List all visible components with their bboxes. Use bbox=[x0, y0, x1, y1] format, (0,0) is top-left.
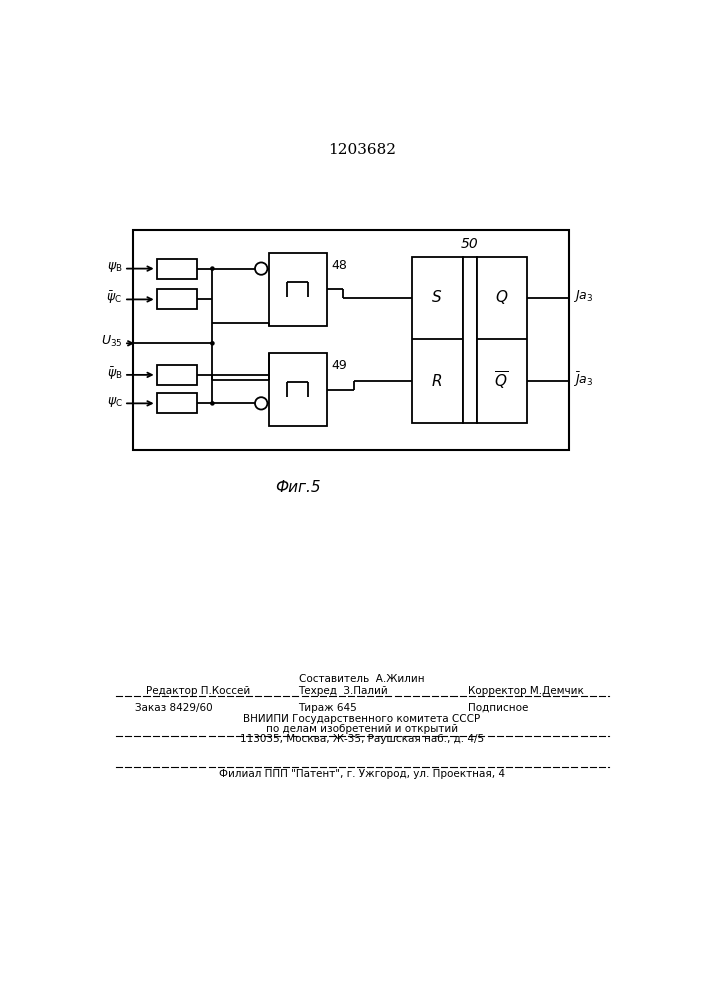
Bar bbox=[156, 289, 197, 309]
Bar bbox=[156, 365, 197, 385]
Bar bbox=[462, 257, 477, 423]
Bar bbox=[134, 230, 569, 450]
Text: $Ja_3$: $Ja_3$ bbox=[573, 288, 593, 304]
Text: 113035, Москва, Ж-35, Раушская наб., д. 4/5: 113035, Москва, Ж-35, Раушская наб., д. … bbox=[240, 734, 484, 744]
Text: $\psi_{\rm B}$: $\psi_{\rm B}$ bbox=[107, 260, 122, 274]
Text: 48: 48 bbox=[331, 259, 347, 272]
Text: $\bar{\psi}_{\rm C}$: $\bar{\psi}_{\rm C}$ bbox=[107, 290, 122, 306]
Text: $\psi_{\rm C}$: $\psi_{\rm C}$ bbox=[107, 395, 122, 409]
Text: Тираж 645: Тираж 645 bbox=[298, 703, 356, 713]
Text: 1203682: 1203682 bbox=[328, 143, 396, 157]
Circle shape bbox=[210, 341, 215, 346]
Text: Подписное: Подписное bbox=[468, 703, 529, 713]
Text: Фиг.5: Фиг.5 bbox=[275, 480, 320, 495]
Text: Филиал ППП "Патент", г. Ужгород, ул. Проектная, 4: Филиал ППП "Патент", г. Ужгород, ул. Про… bbox=[219, 769, 505, 779]
Text: S: S bbox=[432, 290, 442, 305]
Text: 49: 49 bbox=[331, 359, 346, 372]
Text: Техред  З.Палий: Техред З.Палий bbox=[298, 686, 387, 696]
Text: ВНИИПИ Государственного комитета СССР: ВНИИПИ Государственного комитета СССР bbox=[243, 714, 481, 724]
Bar bbox=[477, 257, 527, 423]
Text: Q: Q bbox=[496, 290, 508, 305]
Circle shape bbox=[210, 266, 215, 271]
Text: R: R bbox=[432, 374, 443, 389]
Bar bbox=[269, 253, 327, 326]
Text: 50: 50 bbox=[461, 237, 479, 251]
Bar bbox=[156, 259, 197, 279]
Text: $U_{35}$: $U_{35}$ bbox=[101, 334, 122, 349]
Text: по делам изобретений и открытий: по делам изобретений и открытий bbox=[266, 724, 458, 734]
Bar bbox=[156, 393, 197, 413]
Text: Составитель  А.Жилин: Составитель А.Жилин bbox=[299, 674, 425, 684]
Bar bbox=[412, 257, 462, 423]
Text: $\bar{\psi}_{\rm B}$: $\bar{\psi}_{\rm B}$ bbox=[107, 365, 122, 382]
Bar bbox=[269, 353, 327, 426]
Text: $\overline{Q}$: $\overline{Q}$ bbox=[494, 370, 508, 392]
Text: $\bar{J}a_3$: $\bar{J}a_3$ bbox=[573, 370, 593, 389]
Text: Редактор П.Коссей: Редактор П.Коссей bbox=[146, 686, 251, 696]
Text: Заказ 8429/60: Заказ 8429/60 bbox=[135, 703, 213, 713]
Text: Корректор М.Демчик: Корректор М.Демчик bbox=[468, 686, 584, 696]
Circle shape bbox=[210, 401, 215, 406]
